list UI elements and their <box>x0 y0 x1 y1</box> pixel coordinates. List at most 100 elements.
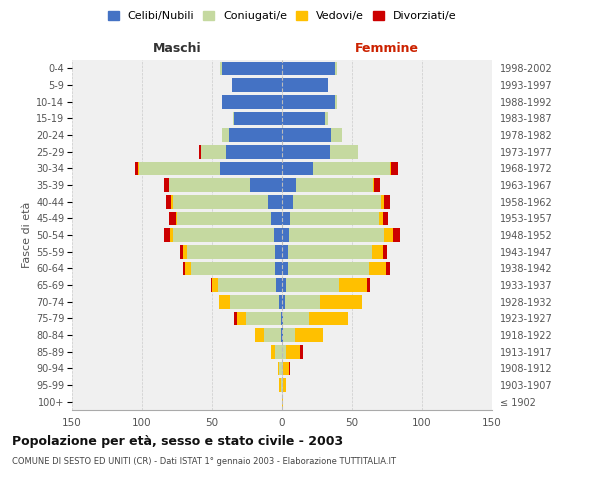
Bar <box>166 195 172 208</box>
Bar <box>211 278 212 292</box>
Bar <box>384 195 390 208</box>
Bar <box>256 328 264 342</box>
Bar <box>233 112 235 125</box>
Text: COMUNE DI SESTO ED UNITI (CR) - Dati ISTAT 1° gennaio 2003 - Elaborazione TUTTIT: COMUNE DI SESTO ED UNITI (CR) - Dati IST… <box>12 458 396 466</box>
Bar <box>230 295 279 308</box>
Bar <box>229 128 282 142</box>
Bar <box>173 195 268 208</box>
Bar <box>308 312 348 325</box>
Bar <box>283 328 295 342</box>
Bar <box>220 62 222 75</box>
Bar <box>382 195 384 208</box>
Bar <box>278 362 279 375</box>
Bar <box>135 162 138 175</box>
Bar <box>285 295 320 308</box>
Bar <box>282 345 286 358</box>
Bar <box>383 245 387 258</box>
Bar <box>222 62 282 75</box>
Bar <box>295 328 323 342</box>
Bar <box>279 295 282 308</box>
Bar <box>182 245 187 258</box>
Bar <box>282 195 293 208</box>
Bar <box>383 212 388 225</box>
Bar <box>274 228 282 242</box>
Legend: Celibi/Nubili, Coniugati/e, Vedovi/e, Divorziati/e: Celibi/Nubili, Coniugati/e, Vedovi/e, Di… <box>107 10 457 21</box>
Bar <box>282 162 313 175</box>
Bar <box>282 78 328 92</box>
Bar <box>282 145 329 158</box>
Bar <box>289 228 384 242</box>
Bar <box>222 95 282 108</box>
Bar <box>379 212 383 225</box>
Bar <box>182 262 185 275</box>
Bar <box>218 278 277 292</box>
Bar <box>177 212 271 225</box>
Bar <box>212 278 218 292</box>
Bar <box>282 62 335 75</box>
Bar <box>275 245 282 258</box>
Bar <box>220 162 282 175</box>
Bar <box>384 228 392 242</box>
Bar <box>172 195 173 208</box>
Bar <box>340 278 367 292</box>
Bar <box>335 62 337 75</box>
Bar <box>191 262 275 275</box>
Bar <box>282 228 289 242</box>
Bar <box>282 178 296 192</box>
Bar <box>180 245 182 258</box>
Bar <box>282 362 283 375</box>
Bar <box>283 312 308 325</box>
Bar <box>281 378 282 392</box>
Bar <box>286 278 340 292</box>
Bar <box>138 162 139 175</box>
Bar <box>250 178 282 192</box>
Bar <box>271 212 282 225</box>
Bar <box>275 262 282 275</box>
Bar <box>277 278 282 292</box>
Bar <box>185 262 191 275</box>
Bar <box>335 95 337 108</box>
Bar <box>281 328 282 342</box>
Bar <box>386 262 390 275</box>
Bar <box>281 312 282 325</box>
Bar <box>164 178 169 192</box>
Bar <box>374 178 380 192</box>
Bar <box>226 145 282 158</box>
Bar <box>219 295 230 308</box>
Bar <box>169 212 176 225</box>
Bar <box>290 212 379 225</box>
Bar <box>282 95 335 108</box>
Bar <box>287 245 371 258</box>
Bar <box>264 328 281 342</box>
Bar <box>320 295 362 308</box>
Bar <box>369 262 386 275</box>
Bar <box>367 278 370 292</box>
Bar <box>164 228 170 242</box>
Bar <box>222 128 229 142</box>
Bar <box>373 178 374 192</box>
Bar <box>282 328 283 342</box>
Text: Popolazione per età, sesso e stato civile - 2003: Popolazione per età, sesso e stato civil… <box>12 435 343 448</box>
Bar <box>268 195 282 208</box>
Bar <box>392 228 400 242</box>
Bar <box>300 345 303 358</box>
Bar <box>173 228 274 242</box>
Bar <box>279 362 282 375</box>
Bar <box>176 212 177 225</box>
Bar <box>279 378 281 392</box>
Bar <box>282 112 325 125</box>
Bar <box>282 245 287 258</box>
Bar <box>293 195 382 208</box>
Bar <box>237 312 245 325</box>
Bar <box>282 395 283 408</box>
Bar <box>371 245 383 258</box>
Bar <box>282 295 285 308</box>
Bar <box>282 278 286 292</box>
Bar <box>282 378 283 392</box>
Bar <box>282 312 283 325</box>
Bar <box>232 78 282 92</box>
Bar <box>289 362 290 375</box>
Bar <box>139 162 220 175</box>
Bar <box>287 262 369 275</box>
Bar <box>170 228 173 242</box>
